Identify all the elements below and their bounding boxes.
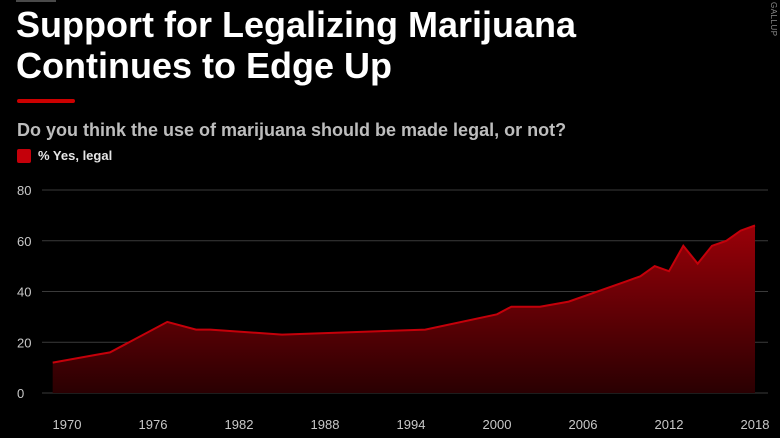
y-tick-label-80: 80 [17,183,31,198]
top-accent-bar [16,0,56,2]
y-tick-label-20: 20 [17,335,31,350]
x-tick-label-1982: 1982 [225,417,254,432]
series-area [52,224,756,393]
x-tick-label-2018: 2018 [741,417,770,432]
legend-swatch [17,148,31,163]
x-tick-label-2012: 2012 [655,417,684,432]
y-tick-label-60: 60 [17,234,31,249]
x-tick-label-1994: 1994 [397,417,426,432]
legend-label: % Yes, legal [38,148,113,163]
x-tick-label-2006: 2006 [569,417,598,432]
y-axis-ticks: 0 20 40 60 80 [17,183,31,401]
title-underline-rule [17,99,75,103]
y-tick-label-40: 40 [17,285,31,300]
x-tick-label-2000: 2000 [483,417,512,432]
chart-subtitle: Do you think the use of marijuana should… [17,120,567,140]
x-tick-label-1988: 1988 [311,417,340,432]
chart-title: Support for Legalizing Marijuana Continu… [16,4,577,86]
source-credit: GALLUP [769,2,778,37]
x-axis-ticks: 1970 1976 1982 1988 1994 2000 2006 2012 2018 [53,417,770,432]
y-tick-label-0: 0 [17,386,24,401]
x-tick-label-1970: 1970 [53,417,82,432]
x-tick-label-1976: 1976 [139,417,168,432]
chart-legend: % Yes, legal [17,148,112,163]
series-area-fill-0 [52,225,755,393]
series-line-0 [52,224,756,364]
